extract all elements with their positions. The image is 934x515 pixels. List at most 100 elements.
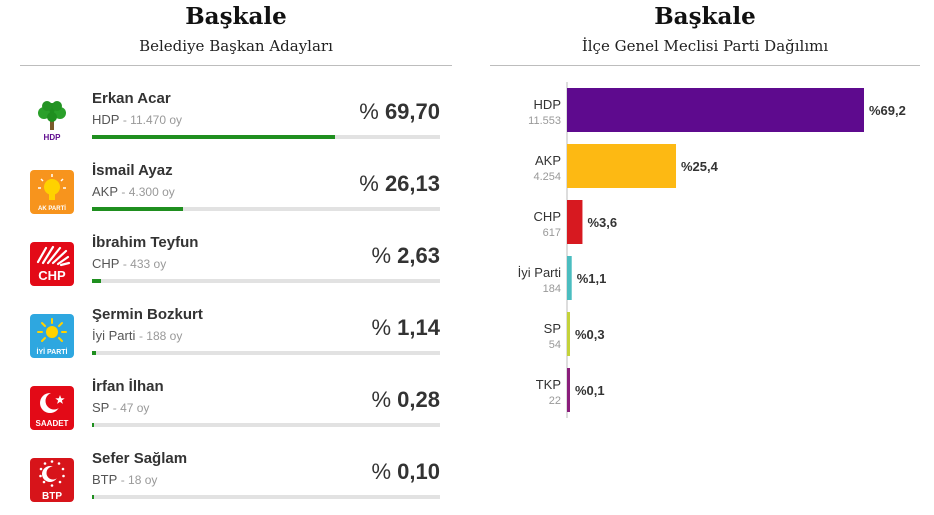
candidate-percent: % 0,10: [371, 459, 440, 485]
candidate-percent-value: 0,10: [397, 459, 440, 484]
candidate-name: İrfan İlhan: [92, 378, 164, 395]
candidate-name: Şermin Bozkurt: [92, 306, 203, 323]
chart-category-label: CHP: [534, 209, 561, 224]
candidate-bar-track: [92, 351, 440, 355]
candidate-percent-value: 2,63: [397, 243, 440, 268]
chart-bar: [567, 368, 570, 412]
chart-vote-label: 54: [549, 339, 561, 351]
iyi-parti-logo-text: İYİ PARTİ: [37, 348, 68, 356]
chp-logo-text: CHP: [38, 268, 66, 283]
candidate-votes: - 18 oy: [120, 473, 158, 487]
candidate-percent-value: 0,28: [397, 387, 440, 412]
candidate-party-line: İyi Parti - 188 oy: [92, 328, 182, 343]
candidate-bar-track: [92, 495, 440, 499]
chart-value-label: %0,1: [575, 383, 605, 398]
candidate-row: AK PARTİ İsmail Ayaz AKP - 4.300 oy % 26…: [30, 162, 442, 224]
chart-value-label: %69,2: [869, 103, 906, 118]
candidate-bar-fill: [92, 423, 94, 427]
chart-bar: [567, 144, 677, 188]
candidate-bar-fill: [92, 135, 335, 139]
candidate-votes: - 11.470 oy: [122, 113, 182, 127]
candidate-bar-fill: [92, 495, 94, 499]
chart-bar: [567, 312, 570, 356]
council-party-bar-chart: HDP 11.553 %69,2 AKP 4.254 %25,4 CHP 617 %3,6 İyi…: [518, 82, 906, 418]
candidate-percent-value: 26,13: [384, 171, 440, 196]
hdp-logo: HDP: [30, 98, 74, 142]
candidate-votes: - 188 oy: [138, 329, 183, 343]
candidate-party: AKP: [92, 184, 118, 199]
percent-symbol: %: [371, 387, 392, 412]
candidate-party: HDP: [92, 112, 120, 127]
candidate-party-line: BTP - 18 oy: [92, 472, 157, 487]
candidate-percent: % 2,63: [371, 243, 440, 269]
saadet-logo: SAADET: [30, 386, 74, 430]
candidate-name: Sefer Sağlam: [92, 450, 188, 467]
candidate-percent: % 26,13: [359, 171, 440, 197]
candidate-percent: % 69,70: [359, 99, 440, 125]
candidate-votes: - 4.300 oy: [121, 185, 175, 199]
right-panel-title: Başkale: [654, 3, 756, 30]
chart-bar: [567, 256, 572, 300]
percent-symbol: %: [371, 243, 392, 268]
candidate-bar-track: [92, 279, 440, 283]
candidate-row: BTP Sefer Sağlam BTP - 18 oy % 0,10: [30, 450, 442, 512]
candidate-bar-track: [92, 423, 440, 427]
candidate-party: BTP: [92, 472, 118, 487]
candidate-party: SP: [92, 400, 110, 415]
candidate-votes: - 47 oy: [112, 401, 150, 415]
percent-symbol: %: [359, 171, 379, 196]
chart-category-label: SP: [544, 321, 561, 336]
chart-vote-label: 617: [543, 227, 561, 239]
candidate-party: CHP: [92, 256, 120, 271]
candidate-percent-value: 1,14: [397, 315, 440, 340]
percent-symbol: %: [371, 459, 392, 484]
btp-logo: BTP: [30, 458, 74, 502]
chart-value-label: %25,4: [681, 159, 719, 174]
candidate-party: İyi Parti: [92, 328, 136, 343]
candidate-bar-fill: [92, 351, 96, 355]
candidate-party-line: AKP - 4.300 oy: [92, 184, 175, 199]
percent-symbol: %: [371, 315, 392, 340]
chart-value-label: %0,3: [575, 327, 605, 342]
btp-logo-text: BTP: [42, 491, 62, 502]
candidate-votes: - 433 oy: [122, 257, 167, 271]
candidate-row: HDP Erkan Acar HDP - 11.470 oy % 69,70: [30, 90, 442, 152]
chart-value-label: %3,6: [587, 215, 617, 230]
candidate-percent: % 1,14: [371, 315, 440, 341]
chart-vote-label: 22: [549, 395, 561, 407]
chart-category-label: AKP: [535, 153, 561, 168]
chart-vote-label: 184: [543, 283, 561, 295]
candidate-party-line: SP - 47 oy: [92, 400, 149, 415]
candidate-bar-fill: [92, 207, 183, 211]
chp-logo: CHP: [30, 242, 74, 286]
iyi-parti-logo: İYİ PARTİ: [30, 314, 74, 358]
chart-category-label: TKP: [536, 377, 561, 392]
chart-bar: [567, 200, 583, 244]
chart-bar: [567, 88, 864, 132]
chart-category-label: İyi Parti: [518, 265, 561, 280]
candidate-row: CHP İbrahim Teyfun CHP - 433 oy % 2,63: [30, 234, 442, 296]
candidate-name: İbrahim Teyfun: [92, 234, 199, 251]
saadet-logo-text: SAADET: [36, 419, 69, 428]
akp-logo: AK PARTİ: [30, 170, 74, 214]
left-panel-title: Başkale: [185, 3, 287, 30]
candidate-name: Erkan Acar: [92, 90, 171, 107]
candidate-bar-fill: [92, 279, 102, 283]
candidate-percent-value: 69,70: [384, 99, 440, 124]
candidate-percent: % 0,28: [371, 387, 440, 413]
chart-vote-label: 11.553: [528, 115, 561, 127]
left-panel-subtitle: Belediye Başkan Adayları: [139, 37, 333, 55]
chart-category-label: HDP: [534, 97, 561, 112]
left-divider: [20, 65, 452, 66]
candidate-name: İsmail Ayaz: [92, 162, 173, 179]
candidate-bar-track: [92, 207, 440, 211]
candidate-party-line: HDP - 11.470 oy: [92, 112, 182, 127]
candidate-row: SAADET İrfan İlhan SP - 47 oy % 0,28: [30, 378, 442, 440]
chart-value-label: %1,1: [577, 271, 607, 286]
chart-vote-label: 4.254: [533, 171, 561, 183]
right-panel-subtitle: İlçe Genel Meclisi Parti Dağılımı: [581, 37, 829, 55]
candidate-bar-track: [92, 135, 440, 139]
candidate-party-line: CHP - 433 oy: [92, 256, 166, 271]
percent-symbol: %: [359, 99, 379, 124]
akp-logo-text: AK PARTİ: [38, 205, 66, 212]
